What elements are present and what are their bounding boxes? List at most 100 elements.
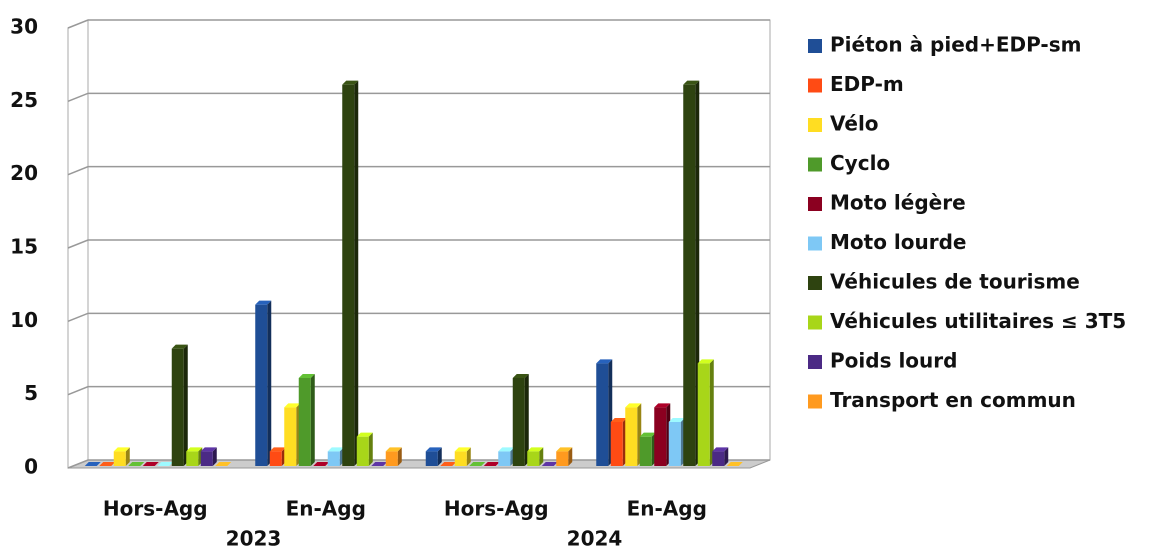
- bar-top: [712, 447, 729, 452]
- grid-line: [67, 92, 770, 103]
- bar: [683, 84, 696, 467]
- group-label: 2023: [226, 527, 282, 551]
- bar-top: [697, 359, 714, 364]
- bar-3d: [668, 418, 685, 466]
- bar: [610, 422, 623, 466]
- y-tick-label: 30: [10, 15, 38, 39]
- bar-3d: [683, 80, 700, 467]
- y-tick-label: 5: [24, 381, 38, 405]
- bar: [654, 407, 667, 466]
- bar-top: [469, 462, 486, 466]
- bar-3d: [269, 447, 286, 466]
- bar: [712, 451, 725, 466]
- bar-top: [425, 447, 442, 452]
- bar-3d: [84, 462, 101, 466]
- bar-top: [668, 418, 685, 422]
- bar-3d: [142, 462, 159, 466]
- bar-3d: [556, 447, 573, 466]
- bar-3d: [128, 462, 145, 466]
- bar-3d: [157, 462, 174, 466]
- bar: [113, 451, 126, 466]
- bar-3d: [483, 462, 500, 466]
- bar: [385, 451, 398, 466]
- bar: [556, 451, 569, 466]
- bar-3d: [342, 80, 359, 467]
- bar-top: [625, 403, 642, 408]
- bar: [625, 407, 638, 466]
- legend-swatch: [808, 197, 822, 211]
- bar-3d: [625, 403, 642, 466]
- grid-line: [67, 385, 770, 396]
- x-tick-label: En-Agg: [286, 497, 366, 521]
- bar: [697, 363, 710, 466]
- bar: [186, 451, 199, 466]
- bar: [327, 451, 340, 466]
- bar-side: [724, 447, 729, 466]
- bar-top: [726, 462, 743, 466]
- bar-side: [466, 447, 471, 466]
- bar-3d: [356, 432, 373, 466]
- bar: [425, 451, 438, 466]
- bar-side: [310, 374, 315, 466]
- bar-side: [397, 447, 402, 466]
- legend-label: Poids lourd: [830, 349, 957, 373]
- bar: [171, 348, 184, 466]
- bar-side: [368, 432, 373, 466]
- bar-top: [269, 447, 286, 452]
- bar-top: [255, 300, 272, 305]
- bar-top: [498, 447, 515, 452]
- bar-side: [183, 344, 188, 466]
- bar-top: [171, 344, 188, 349]
- legend-label: Transport en commun: [830, 388, 1076, 412]
- legend-swatch: [808, 118, 822, 132]
- bar-3d: [171, 344, 188, 466]
- bar-3d: [712, 447, 729, 466]
- bar-3d: [498, 447, 515, 466]
- legend-swatch: [808, 157, 822, 172]
- bar-3d: [284, 403, 301, 466]
- bar: [454, 451, 467, 466]
- bar-top: [683, 80, 700, 85]
- y-tick-label: 0: [24, 455, 38, 479]
- bar-side: [568, 447, 573, 466]
- bar-top: [215, 462, 232, 466]
- bar-3d: [99, 462, 116, 466]
- bar: [668, 422, 681, 466]
- bar-3d: [255, 300, 272, 466]
- bar: [255, 304, 268, 466]
- bar-top: [84, 462, 101, 466]
- bar-3d: [113, 447, 130, 466]
- grid-line: [67, 239, 770, 249]
- bar-top: [483, 462, 500, 466]
- legend-label: Véhicules utilitaires ≤ 3T5: [830, 309, 1126, 333]
- bar-3d: [639, 432, 656, 466]
- bar-side: [267, 300, 272, 466]
- x-tick-label: Hors-Agg: [103, 497, 208, 521]
- bar-side: [539, 447, 544, 466]
- bar: [639, 436, 652, 466]
- bar-top: [610, 418, 627, 422]
- bar-3d: [512, 374, 529, 466]
- y-tick-label: 10: [10, 308, 38, 332]
- bar-3d: [454, 447, 471, 466]
- bar-3d: [469, 462, 486, 466]
- bar-3d: [726, 462, 743, 466]
- bar-top: [142, 462, 159, 466]
- bar-3d: [371, 462, 388, 466]
- legend-swatch: [808, 236, 822, 251]
- bar-3d: [610, 418, 627, 466]
- bar: [356, 436, 369, 466]
- bar-top: [527, 447, 544, 452]
- bar-3d: [215, 462, 232, 466]
- bar-side: [437, 447, 442, 466]
- bar-side: [212, 447, 217, 466]
- legend-label: Piéton à pied+EDP-sm: [830, 33, 1081, 57]
- bar: [269, 451, 282, 466]
- x-tick-label: Hors-Agg: [444, 497, 549, 521]
- legend-swatch: [808, 39, 822, 53]
- bar-top: [327, 447, 344, 452]
- bar-top: [284, 403, 301, 408]
- grid-line: [67, 165, 770, 176]
- group-label: 2024: [567, 527, 623, 551]
